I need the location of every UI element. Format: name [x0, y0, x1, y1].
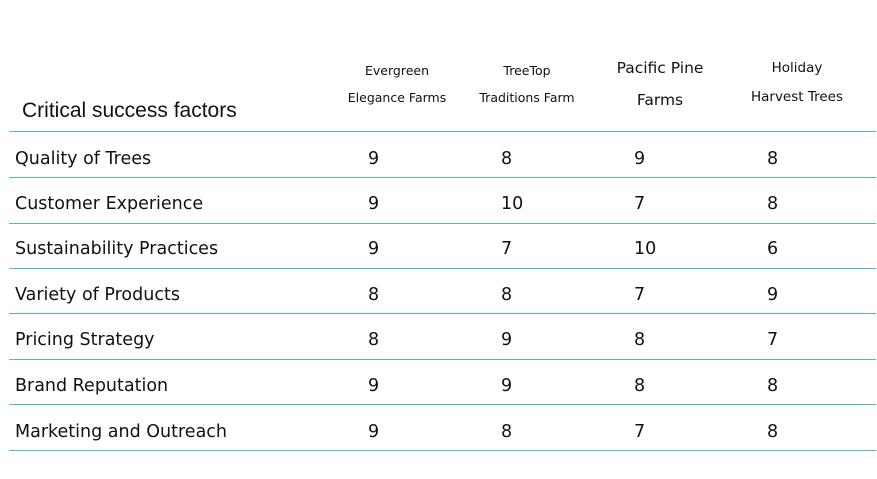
- score-cell: 9: [368, 422, 380, 442]
- column-header-line: Harvest Trees: [750, 89, 844, 105]
- row-label: Sustainability Practices: [15, 239, 219, 259]
- score-cell: 10: [501, 194, 524, 214]
- score-cell: 9: [368, 194, 380, 214]
- column-header-line: TreeTop: [503, 63, 551, 78]
- column-header-line: Evergreen: [364, 63, 429, 78]
- score-cell: 9: [501, 376, 513, 396]
- row-divider: [9, 404, 876, 405]
- score-cell: 8: [368, 330, 380, 350]
- column-header-evergreen: Evergreen Elegance Farms: [336, 57, 458, 111]
- score-cell: 9: [634, 149, 646, 169]
- row-label: Customer Experience: [15, 194, 204, 214]
- score-cell: 8: [767, 149, 779, 169]
- row-divider: [9, 450, 876, 451]
- score-cell: 8: [368, 285, 380, 305]
- column-header-line: Holiday: [771, 60, 823, 76]
- row-divider: [9, 223, 876, 224]
- score-cell: 10: [634, 239, 657, 259]
- score-cell: 7: [634, 194, 646, 214]
- row-label: Quality of Trees: [15, 149, 152, 169]
- score-cell: 7: [767, 330, 779, 350]
- score-cell: 6: [767, 239, 779, 259]
- table-title: Critical success factors: [22, 99, 237, 122]
- column-header-line: Traditions Farm: [479, 90, 575, 105]
- column-header-holiday-harvest: Holiday Harvest Trees: [734, 54, 860, 112]
- column-header-treetop: TreeTop Traditions Farm: [466, 57, 588, 111]
- score-cell: 8: [634, 330, 646, 350]
- column-header-pacific-pine: Pacific Pine Farms: [598, 52, 722, 116]
- score-cell: 9: [368, 149, 380, 169]
- row-divider: [9, 359, 876, 360]
- score-cell: 7: [634, 285, 646, 305]
- score-cell: 7: [634, 422, 646, 442]
- column-header-line: Pacific Pine: [616, 59, 704, 77]
- row-divider: [9, 177, 876, 178]
- score-cell: 8: [767, 194, 779, 214]
- header-divider: [9, 131, 876, 132]
- score-cell: 8: [501, 422, 513, 442]
- score-cell: 9: [368, 376, 380, 396]
- column-header-line: Elegance Farms: [347, 90, 447, 105]
- row-label: Marketing and Outreach: [15, 422, 228, 442]
- row-label: Variety of Products: [15, 285, 180, 305]
- row-label: Pricing Strategy: [15, 330, 155, 350]
- row-label: Brand Reputation: [15, 376, 169, 396]
- score-cell: 8: [767, 422, 779, 442]
- score-cell: 8: [634, 376, 646, 396]
- score-cell: 8: [767, 376, 779, 396]
- score-cell: 8: [501, 149, 513, 169]
- row-divider: [9, 313, 876, 314]
- column-header-line: Farms: [636, 91, 684, 109]
- score-cell: 9: [501, 330, 513, 350]
- score-cell: 7: [501, 239, 513, 259]
- score-cell: 9: [368, 239, 380, 259]
- score-cell: 8: [501, 285, 513, 305]
- row-divider: [9, 268, 876, 269]
- score-cell: 9: [767, 285, 779, 305]
